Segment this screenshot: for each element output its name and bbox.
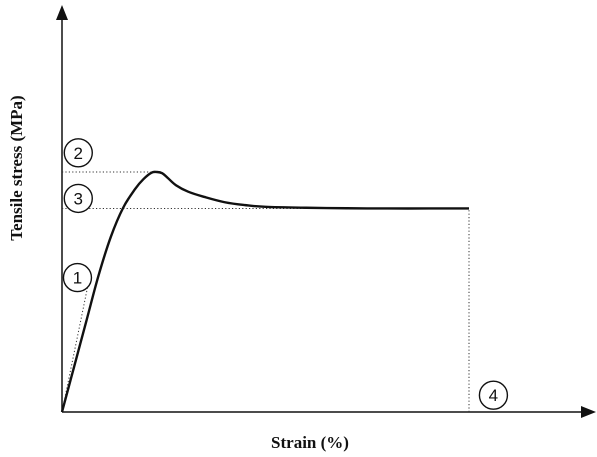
marker-2: 2 (63, 138, 93, 168)
marker-1: 1 (62, 262, 93, 293)
reference-lines (61, 171, 470, 413)
marker-circle (62, 262, 93, 293)
marker-circle (63, 183, 93, 214)
marker-label: 2 (74, 144, 83, 163)
y-axis-arrowhead (56, 5, 68, 20)
markers: 1 2 3 4 (62, 138, 509, 410)
marker-label: 4 (489, 386, 498, 405)
marker-label: 3 (74, 189, 83, 208)
stress-strain-curve (60, 170, 469, 413)
x-axis-arrowhead (581, 406, 596, 418)
x-axis-label: Strain (%) (271, 433, 349, 452)
reference-line-slope (61, 284, 89, 413)
marker-label: 1 (73, 269, 82, 288)
marker-circle (63, 138, 93, 168)
marker-4: 4 (478, 380, 509, 410)
y-axis-label: Tensile stress (MPa) (7, 95, 26, 240)
marker-3: 3 (63, 183, 93, 214)
marker-circle (478, 380, 509, 410)
